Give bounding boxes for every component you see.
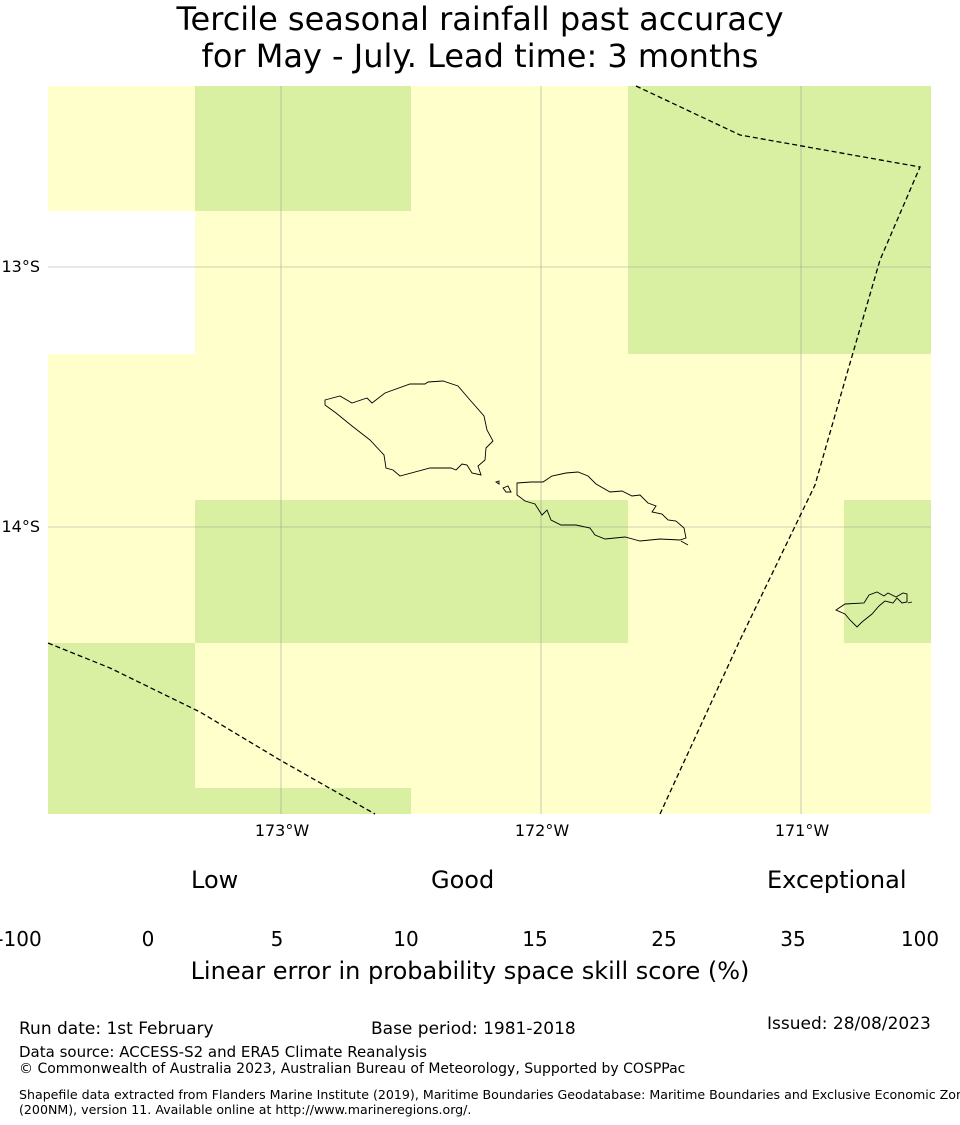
colorbar-tick: 35 <box>780 927 806 951</box>
category-label-good: Good <box>431 866 495 894</box>
colorbar-tick: 25 <box>651 927 677 951</box>
colorbar-axis-label: Linear error in probability space skill … <box>190 957 750 985</box>
base-period: Base period: 1981-2018 <box>371 1019 576 1039</box>
missing-data-cell <box>48 211 195 354</box>
lon-label-173w: 173°W <box>254 821 310 840</box>
upolu-tail <box>680 540 689 546</box>
skill-cell-5-10 <box>48 643 195 814</box>
shapefile-credit-line-1: Shapefile data extracted from Flanders M… <box>19 1087 960 1102</box>
maritime-boundaries <box>47 85 921 815</box>
colorbar-tick: 10 <box>393 927 419 951</box>
upolu-island <box>516 471 687 542</box>
apolima-island <box>502 485 512 493</box>
islands <box>324 380 913 628</box>
skill-cell-5-10 <box>628 86 931 354</box>
eez-boundary-east <box>635 85 921 815</box>
run-date: Run date: 1st February <box>19 1019 214 1039</box>
colorbar-tick: 5 <box>270 927 284 951</box>
skill-cell-5-10 <box>844 500 931 643</box>
skill-cell-5-10 <box>195 788 411 814</box>
lat-label-13s: 13°S <box>1 257 40 276</box>
gridlines <box>48 86 931 814</box>
colorbar-tick: 100 <box>900 927 940 951</box>
lat-label-14s: 14°S <box>1 517 40 536</box>
skill-cell-5-10 <box>195 86 411 211</box>
issued-date: Issued: 28/08/2023 <box>767 1014 931 1034</box>
colorbar-tick: 0 <box>141 927 155 951</box>
manono-island <box>494 480 500 485</box>
copyright-notice: © Commonwealth of Australia 2023, Austra… <box>19 1061 686 1077</box>
rainfall-accuracy-map <box>47 85 931 815</box>
savaii-island <box>324 380 494 477</box>
colorbar-tick: 15 <box>522 927 548 951</box>
colorbar-tick: -100 <box>0 927 42 951</box>
shapefile-credit-line-2: (200NM), version 11. Available online at… <box>19 1102 472 1117</box>
skill-cell-5-10 <box>195 500 628 643</box>
aunuu-island <box>907 601 913 604</box>
map-title-line-1: Tercile seasonal rainfall past accuracy <box>176 0 784 38</box>
eez-boundary-southwest <box>47 642 376 815</box>
category-label-exceptional: Exceptional <box>767 866 907 894</box>
tutuila-island <box>835 591 908 628</box>
category-label-low: Low <box>191 866 239 894</box>
map-title-line-2: for May - July. Lead time: 3 months <box>201 37 759 75</box>
data-source: Data source: ACCESS-S2 and ERA5 Climate … <box>19 1043 427 1061</box>
lon-label-171w: 171°W <box>774 821 830 840</box>
lon-label-172w: 172°W <box>514 821 570 840</box>
